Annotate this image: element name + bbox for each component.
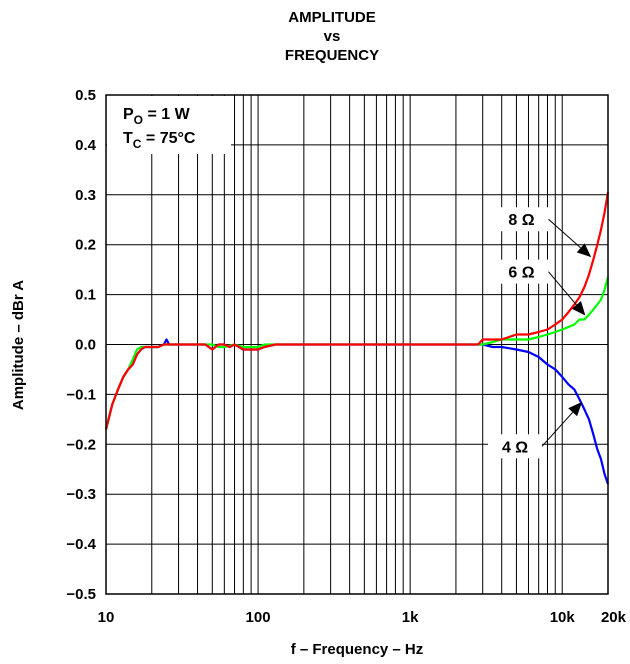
- y-tick-label: −0.5: [66, 586, 96, 603]
- x-tick-labels: 10 100 1k 10k 20k: [98, 609, 627, 626]
- annotation-arrow-head: [568, 401, 583, 417]
- plot-border: [105, 94, 609, 595]
- x-tick-label: 100: [246, 609, 271, 626]
- y-tick-label: −0.4: [66, 536, 96, 553]
- x-tick-label: 10k: [550, 609, 576, 626]
- series-annotations: 4 Ω 6 Ω 8 Ω: [488, 207, 592, 459]
- chart-title-line-1: AMPLITUDE: [288, 9, 376, 26]
- condition-label: TC = 75°C: [123, 130, 196, 151]
- annotation-arrow-line: [548, 271, 577, 306]
- condition-label: PO = 1 W: [123, 106, 191, 127]
- x-tick-label: 1k: [402, 609, 419, 626]
- annotation-label: 8 Ω: [508, 212, 534, 229]
- y-tick-label: 0.0: [75, 337, 96, 354]
- x-axis-label: f – Frequency – Hz: [291, 641, 424, 658]
- conditions-box: [107, 96, 231, 154]
- series-line: [104, 338, 610, 485]
- plot-frame: [105, 94, 609, 595]
- y-tick-label: 0.2: [75, 237, 96, 254]
- y-tick-label: 0.1: [75, 287, 96, 304]
- annotation-box: [488, 434, 543, 459]
- y-tick-labels: 0.5 0.4 0.3 0.2 0.1 0.0 −0.1 −0.2 −0.3 −0.4 −0.5: [66, 87, 96, 603]
- y-axis-label: Amplitude – dBr A: [10, 280, 27, 410]
- annotation-label: 4 Ω: [502, 439, 528, 456]
- chart-title: AMPLITUDE vs FREQUENCY: [285, 9, 379, 64]
- x-tick-label: 20k: [601, 609, 627, 626]
- annotation-box: [494, 207, 549, 232]
- y-tick-label: −0.3: [66, 486, 96, 503]
- annotation-label: 6 Ω: [508, 265, 534, 282]
- annotation-arrow-line: [541, 411, 574, 447]
- x-tick-label: 10: [98, 609, 115, 626]
- chart-title-line-3: FREQUENCY: [285, 47, 379, 64]
- annotation-arrow-head: [571, 300, 586, 316]
- conditions-legend: PO = 1 W TC = 75°C: [107, 96, 231, 154]
- y-tick-label: −0.2: [66, 436, 96, 453]
- series-line: [104, 192, 610, 430]
- annotation-arrow-head: [576, 243, 592, 258]
- series-line: [104, 276, 610, 430]
- series-lines: [104, 192, 610, 485]
- annotation-box: [494, 259, 549, 284]
- y-tick-label: 0.3: [75, 187, 96, 204]
- y-tick-label: 0.4: [75, 137, 97, 154]
- y-tick-label: −0.1: [66, 386, 96, 403]
- chart-title-line-2: vs: [324, 28, 341, 45]
- y-tick-label: 0.5: [75, 87, 96, 104]
- annotation-arrow-line: [548, 218, 582, 249]
